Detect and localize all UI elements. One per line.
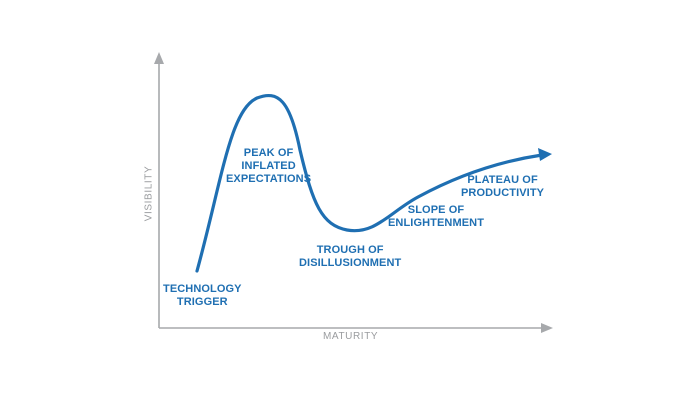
technology-trigger-line-2: TRIGGER xyxy=(176,296,228,308)
curve-arrow-icon xyxy=(538,148,552,161)
x-axis-arrow-icon xyxy=(541,323,553,333)
label-technology-trigger: TECHNOLOGY TRIGGER xyxy=(163,283,242,309)
label-trough-of-disillusionment: TROUGH OF DISILLUSIONMENT xyxy=(299,244,401,270)
plateau-line-1: PLATEAU OF xyxy=(467,174,538,186)
x-axis-label: MATURITY xyxy=(323,331,379,342)
trough-line-1: TROUGH OF xyxy=(316,244,384,256)
peak-line-1: PEAK OF xyxy=(243,147,294,159)
y-axis-label: VISIBILITY xyxy=(143,165,155,222)
slope-line-2: ENLIGHTENMENT xyxy=(388,217,485,229)
label-peak-of-inflated-expectations: PEAK OF INFLATED EXPECTATIONS xyxy=(226,147,311,186)
label-slope-of-enlightenment: SLOPE OF ENLIGHTENMENT xyxy=(388,204,484,230)
technology-trigger-line-1: TECHNOLOGY xyxy=(163,283,242,295)
slope-line-1: SLOPE OF xyxy=(407,204,465,216)
label-plateau-of-productivity: PLATEAU OF PRODUCTIVITY xyxy=(461,174,544,200)
plateau-line-2: PRODUCTIVITY xyxy=(461,187,545,199)
peak-line-2: INFLATED xyxy=(241,160,296,172)
hype-curve xyxy=(195,93,544,273)
trough-line-2: DISILLUSIONMENT xyxy=(299,257,402,269)
y-axis-arrow-icon xyxy=(154,52,164,64)
peak-line-3: EXPECTATIONS xyxy=(226,173,312,185)
